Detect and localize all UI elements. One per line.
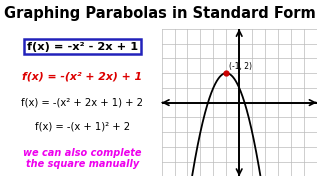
Text: we can also complete
the square manually: we can also complete the square manually: [23, 148, 142, 170]
Text: Graphing Parabolas in Standard Form: Graphing Parabolas in Standard Form: [4, 6, 316, 21]
Text: f(x) = -(x + 1)² + 2: f(x) = -(x + 1)² + 2: [35, 121, 130, 131]
Text: f(x) = -x² - 2x + 1: f(x) = -x² - 2x + 1: [27, 42, 138, 51]
Text: (-1, 2): (-1, 2): [229, 62, 252, 71]
Text: f(x) = -(x² + 2x) + 1: f(x) = -(x² + 2x) + 1: [22, 71, 142, 81]
Text: f(x) = -(x² + 2x + 1) + 2: f(x) = -(x² + 2x + 1) + 2: [21, 98, 143, 108]
